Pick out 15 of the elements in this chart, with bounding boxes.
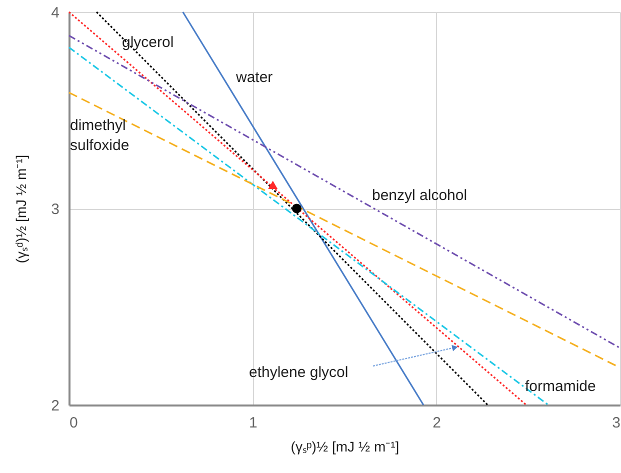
series-label: dimethyl sulfoxide	[70, 117, 130, 154]
x-tick-label: 3	[612, 414, 620, 432]
series-label: formamide	[525, 378, 596, 395]
x-axis-title: (γₛᵖ)½ [mJ ½ m⁻¹]	[290, 438, 400, 454]
y-axis-title: (γₛᵈ)½ [mJ ½ m⁻¹]	[13, 154, 30, 264]
series-label: glycerol	[122, 34, 174, 51]
x-tick-label: 2	[432, 414, 442, 432]
x-tick-label: 1	[248, 414, 258, 432]
y-tick-label: 2	[51, 398, 60, 414]
x-tick-label: 0	[70, 414, 78, 432]
series-label: benzyl alcohol	[372, 187, 468, 204]
y-tick-label: 3	[51, 201, 60, 218]
y-tick-label: 4	[51, 4, 60, 22]
series-label: water	[235, 69, 273, 86]
annotation: ethylene glycol	[249, 364, 348, 381]
